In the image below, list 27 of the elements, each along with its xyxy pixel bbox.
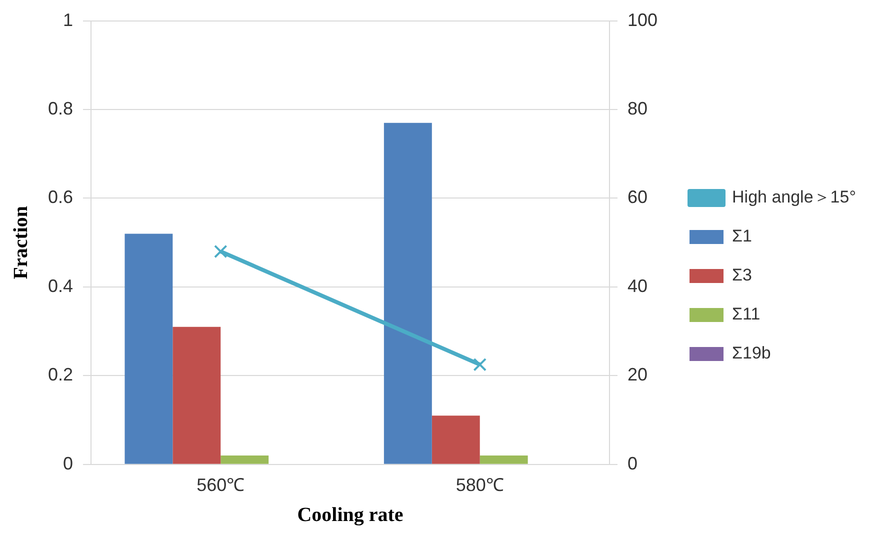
legend-label: Σ3 xyxy=(732,266,752,285)
y2-tick-label: 40 xyxy=(627,276,648,296)
bar xyxy=(172,326,221,464)
legend-label: Σ19b xyxy=(732,344,771,363)
legend-label: Σ11 xyxy=(732,304,760,324)
x-tick-label: 580℃ xyxy=(456,475,504,496)
y-tick-label: 0.6 xyxy=(48,187,74,208)
y2-tick-label: 60 xyxy=(627,187,648,208)
y-tick-label: 0.8 xyxy=(48,98,74,118)
bar xyxy=(432,416,480,464)
y-tick-label: 0.2 xyxy=(48,364,74,385)
y-tick-label: 0 xyxy=(63,453,74,474)
bar xyxy=(384,122,432,464)
bar xyxy=(480,456,528,464)
legend-label: High angle＞15° xyxy=(732,188,856,207)
y2-tick-label: 100 xyxy=(627,10,658,30)
x-axis-title: Cooling rate xyxy=(297,504,404,526)
legend-label: Σ1 xyxy=(732,226,752,246)
x-tick-label: 560℃ xyxy=(196,475,245,496)
bar xyxy=(124,234,173,464)
y-tick-label: 0.4 xyxy=(48,276,74,296)
bar xyxy=(220,456,269,464)
y-axis-title: Fraction xyxy=(10,206,32,280)
y2-tick-label: 20 xyxy=(627,364,648,385)
y2-tick-label: 0 xyxy=(627,453,638,474)
y2-tick-label: 80 xyxy=(627,98,648,118)
y-tick-label: 1 xyxy=(63,10,74,30)
